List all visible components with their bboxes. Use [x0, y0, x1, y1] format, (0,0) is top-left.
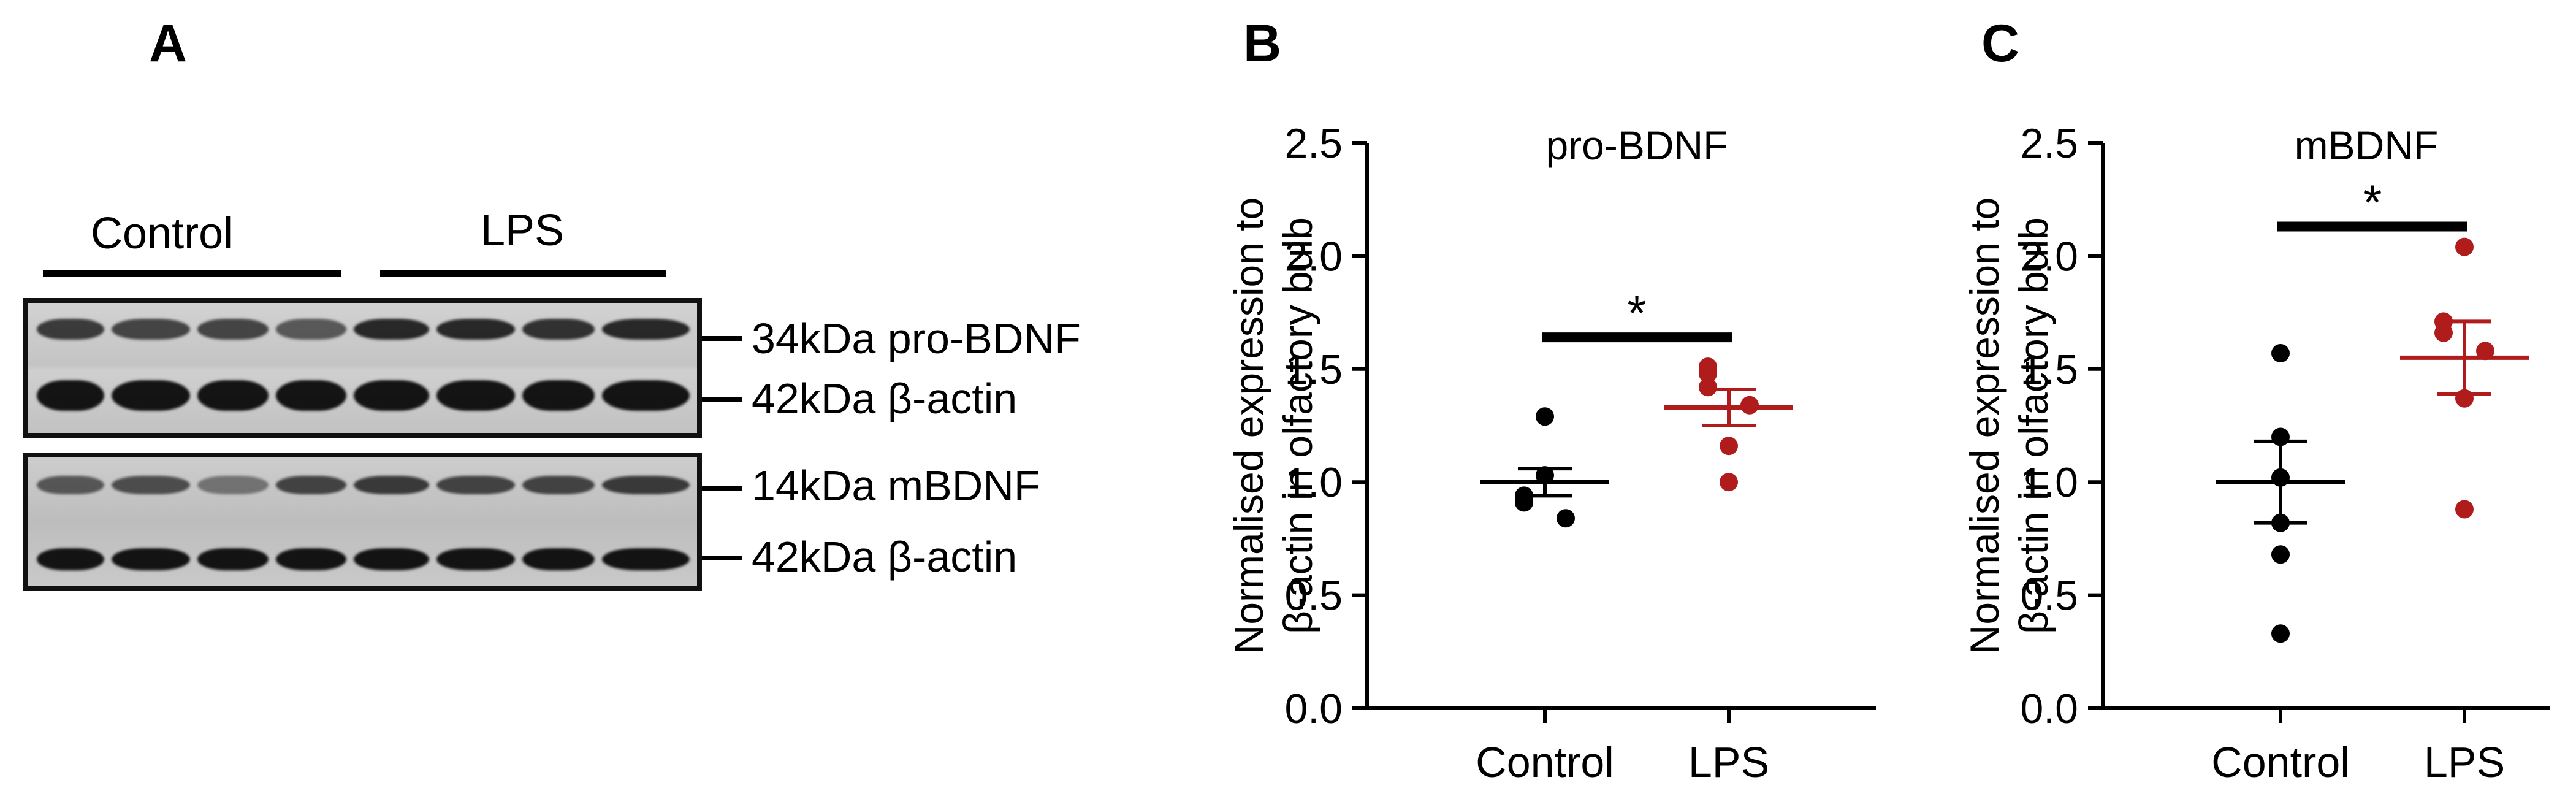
blot-band: [112, 548, 190, 570]
y-tick-label: 1.5: [2020, 346, 2078, 393]
band-marker-line: [702, 556, 742, 560]
blot-band: [276, 476, 346, 494]
data-point: [1740, 396, 1759, 415]
chart-pro-bdnf: 0.0 0.5 1.0 1.5 2.0 2.5 Control LPS Normalised e…: [1226, 120, 1876, 786]
blot-band: [112, 476, 190, 494]
band-label-pro-bdnf: 34kDa pro-BDNF: [752, 315, 1081, 362]
significance-star: *: [1627, 286, 1646, 340]
blot-band: [436, 380, 515, 411]
blot-band: [436, 319, 515, 340]
x-tick-label: Control: [2211, 738, 2350, 786]
data-point: [1720, 437, 1738, 456]
chart-title: pro-BDNF: [1545, 123, 1728, 168]
data-point: [2434, 323, 2453, 342]
y-tick-label: 2.0: [1284, 233, 1343, 280]
blot-band: [436, 476, 515, 494]
y-axis-label: β-actin in olfactory bulb: [2011, 217, 2056, 634]
blot-band: [276, 319, 346, 340]
blot-group-line-control: [43, 270, 341, 277]
data-point: [2271, 624, 2290, 643]
blot-band: [602, 476, 690, 494]
blot-band: [276, 548, 346, 570]
y-tick-label: 0.0: [2020, 686, 2078, 732]
blot-band: [354, 548, 429, 570]
chart-mbdnf: 0.0 0.5 1.0 1.5 2.0 2.5 Control LPS Normalised e…: [1962, 120, 2550, 786]
data-point: [2455, 237, 2474, 256]
blot-group-label-lps: LPS: [481, 206, 565, 255]
band-label-mbdnf: 14kDa mBDNF: [752, 462, 1040, 510]
blot-band: [522, 380, 595, 411]
blot-group-label-control: Control: [91, 209, 234, 258]
data-point: [2476, 342, 2494, 361]
data-point: [1699, 378, 1717, 397]
blot-band: [602, 380, 690, 411]
x-tick-label: LPS: [1688, 738, 1769, 786]
data-point: [2455, 500, 2474, 519]
y-axis-label: Normalised expression to: [1226, 197, 1271, 654]
band-marker-line: [702, 397, 742, 402]
panel-a-letter: A: [149, 14, 188, 73]
blot-image-mbdnf: [23, 453, 702, 591]
data-point: [2271, 545, 2290, 564]
blot-band: [37, 548, 104, 570]
band-label-beta-actin-bottom: 42kDa β-actin: [752, 533, 1018, 581]
blot-band: [197, 548, 269, 570]
data-point: [2455, 389, 2474, 408]
data-point: [1720, 473, 1738, 492]
blot-band: [436, 548, 515, 570]
blot-band: [354, 380, 429, 411]
blot-band: [522, 548, 595, 570]
y-tick-label: 0.5: [2020, 573, 2078, 619]
data-point: [1515, 493, 1533, 512]
blot-band: [37, 380, 104, 411]
blot-band: [112, 319, 190, 340]
y-tick-label: 1.0: [1284, 459, 1343, 506]
panel-c-letter: C: [1981, 14, 2020, 73]
band-marker-line: [702, 336, 742, 341]
y-tick-label: 2.5: [2020, 120, 2078, 167]
blot-band: [112, 380, 190, 411]
blot-band: [37, 476, 104, 494]
y-tick-label: 1.5: [1284, 346, 1343, 393]
y-axis-label: β-actin in olfactory bulb: [1275, 217, 1320, 634]
y-tick-label: 2.0: [2020, 233, 2078, 280]
panel-b-letter: B: [1243, 14, 1282, 73]
blot-band: [602, 548, 690, 570]
blot-band: [276, 380, 346, 411]
blot-band: [197, 319, 269, 340]
data-point: [1699, 364, 1717, 383]
blot-band: [197, 380, 269, 411]
y-tick-label: 0.5: [1284, 573, 1343, 619]
y-tick-label: 1.0: [2020, 459, 2078, 506]
band-label-beta-actin-top: 42kDa β-actin: [752, 375, 1018, 422]
chart-title: mBDNF: [2295, 123, 2439, 168]
blot-band: [197, 476, 269, 494]
blot-band: [37, 319, 104, 340]
data-point: [1557, 509, 1575, 528]
x-tick-label: LPS: [2424, 738, 2505, 786]
data-point: [2271, 343, 2290, 362]
blot-band: [354, 476, 429, 494]
data-point: [2271, 427, 2290, 446]
data-point: [1536, 407, 1554, 426]
blot-band: [602, 319, 690, 340]
data-point: [2271, 513, 2290, 532]
band-marker-line: [702, 486, 742, 491]
blot-band: [522, 476, 595, 494]
data-point: [2271, 468, 2290, 487]
data-point: [1536, 466, 1554, 485]
blot-group-line-lps: [380, 270, 666, 277]
x-tick-label: Control: [1476, 738, 1614, 786]
y-axis-label: Normalised expression to: [1962, 197, 2007, 654]
y-tick-label: 2.5: [1284, 120, 1343, 167]
blot-image-pro-bdnf: [23, 298, 702, 438]
blot-band: [522, 319, 595, 340]
significance-star: *: [2363, 175, 2382, 229]
y-tick-label: 0.0: [1284, 686, 1343, 732]
blot-band: [354, 319, 429, 340]
